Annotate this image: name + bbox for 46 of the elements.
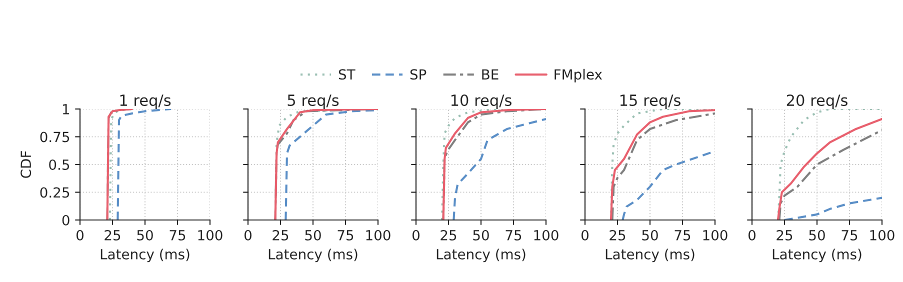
x-tick-label: 0 [748,230,756,240]
x-tick-label: 0 [412,230,420,240]
x-tick-label: 25 [104,230,120,240]
x-tick-label: 75 [842,230,858,240]
x-tick-label: 0 [244,230,252,240]
y-tick-label: 0.25 [40,187,70,198]
y-tick-label: 0.5 [49,159,70,170]
x-tick-label: 50 [642,230,658,240]
x-axis-title: Latency (ms) [436,248,526,262]
x-tick-label: 100 [198,230,222,240]
y-axis-title: CDF [20,151,32,178]
x-tick-label: 25 [610,230,626,240]
legend-label: SP [410,69,426,80]
x-tick-label: 100 [534,230,558,240]
x-axis-title: Latency (ms) [606,248,694,262]
chart-title: 10 req/s [451,94,512,109]
legend-label: BE [482,69,498,80]
x-tick-label: 0 [76,230,84,240]
x-tick-label: 100 [366,230,390,240]
chart-title: 1 req/s [120,94,171,109]
x-tick-label: 50 [809,230,825,240]
y-tick-label: 0.75 [40,132,70,142]
x-tick-label: 75 [674,230,690,240]
chart-title: 15 req/s [620,94,680,109]
x-tick-label: 25 [440,230,456,240]
x-axis-title: Latency (ms) [100,248,190,262]
x-tick-label: 0 [581,230,588,240]
y-tick-label: 1 [62,104,69,114]
x-axis-title: Latency (ms) [268,248,358,262]
x-tick-label: 75 [170,230,186,240]
x-tick-label: 100 [703,230,728,240]
x-tick-label: 100 [870,230,894,240]
x-tick-label: 50 [473,230,489,240]
chart-title: 20 req/s [786,94,848,109]
x-tick-label: 75 [506,230,522,240]
x-tick-label: 25 [272,230,288,240]
x-tick-label: 25 [776,230,792,240]
chart-title: 5 req/s [288,94,339,109]
x-tick-label: 50 [137,230,153,240]
legend-label: ST [338,69,356,80]
x-axis-title: Latency (ms) [772,248,862,262]
y-tick-label: 0 [62,214,70,226]
line-series [116,109,172,220]
legend-label: FMplex [554,68,602,82]
x-tick-label: 50 [305,230,321,240]
x-tick-label: 75 [338,230,354,240]
